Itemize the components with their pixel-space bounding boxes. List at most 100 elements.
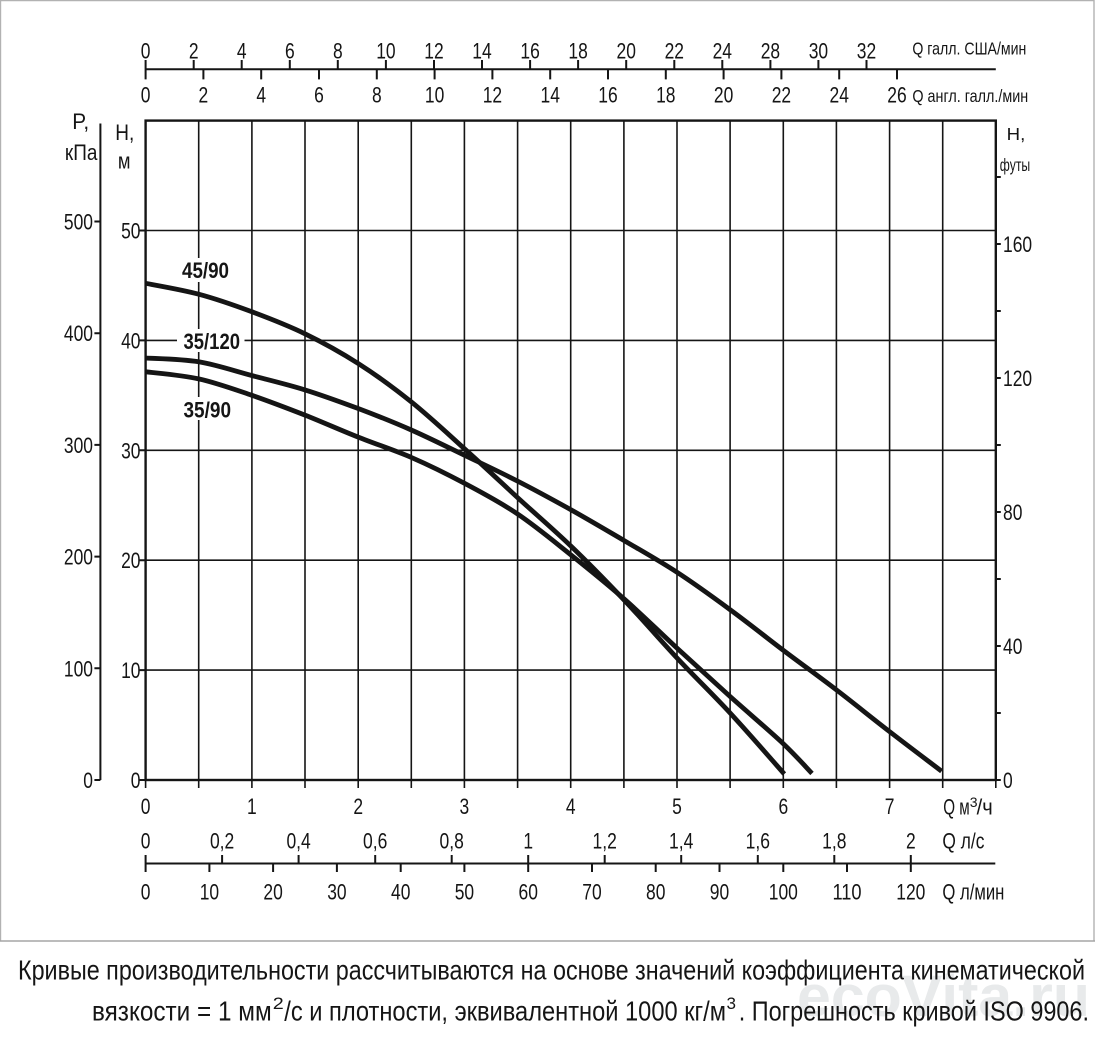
svg-text:400: 400 (64, 321, 93, 346)
svg-text:30: 30 (121, 438, 140, 463)
svg-text:/ч: /ч (977, 795, 993, 820)
svg-text:3: 3 (970, 794, 978, 810)
svg-text:2: 2 (199, 82, 209, 107)
svg-text:60: 60 (519, 880, 538, 905)
svg-text:0: 0 (141, 82, 151, 107)
svg-text:28: 28 (761, 39, 780, 64)
svg-text:14: 14 (472, 39, 491, 64)
svg-text:30: 30 (327, 880, 346, 905)
svg-text:3: 3 (727, 994, 737, 1013)
svg-text:10: 10 (121, 658, 140, 683)
svg-text:300: 300 (64, 433, 93, 458)
svg-text:0: 0 (131, 768, 141, 793)
svg-text:футы: футы (1000, 155, 1030, 175)
svg-text:35/90: 35/90 (184, 398, 232, 423)
svg-text:8: 8 (333, 39, 343, 64)
svg-text:26: 26 (887, 82, 906, 107)
svg-text:4: 4 (566, 794, 576, 819)
svg-text:0: 0 (141, 880, 151, 905)
svg-text:0: 0 (141, 829, 151, 854)
svg-text:200: 200 (64, 545, 93, 570)
svg-text:0,2: 0,2 (210, 829, 234, 854)
svg-text:24: 24 (830, 82, 849, 107)
svg-text:4: 4 (256, 82, 266, 107)
svg-text:8: 8 (372, 82, 382, 107)
svg-text:Q л/мин: Q л/мин (942, 880, 1004, 905)
svg-text:50: 50 (121, 219, 140, 244)
svg-text:0: 0 (1003, 768, 1013, 793)
svg-text:18: 18 (656, 82, 675, 107)
svg-text:100: 100 (769, 880, 798, 905)
svg-text:50: 50 (455, 880, 474, 905)
svg-text:Q л/с: Q л/с (942, 829, 984, 854)
svg-text:12: 12 (424, 39, 443, 64)
svg-text:Кривые производительности расс: Кривые производительности рассчитываются… (18, 955, 1085, 986)
svg-text:120: 120 (1003, 366, 1032, 391)
svg-text:2: 2 (353, 794, 363, 819)
svg-text:45/90: 45/90 (182, 258, 229, 283)
svg-text:6: 6 (778, 794, 788, 819)
svg-text:1,6: 1,6 (746, 829, 770, 854)
svg-text:6: 6 (314, 82, 324, 107)
svg-text:110: 110 (832, 880, 861, 905)
svg-text:10: 10 (200, 880, 219, 905)
svg-text:24: 24 (713, 39, 732, 64)
svg-text:80: 80 (646, 880, 665, 905)
svg-text:4: 4 (237, 39, 247, 64)
svg-text:70: 70 (582, 880, 601, 905)
svg-text:м: м (118, 149, 131, 174)
svg-text:10: 10 (376, 39, 395, 64)
svg-text:16: 16 (598, 82, 617, 107)
svg-text:1,4: 1,4 (669, 829, 693, 854)
svg-text:80: 80 (1003, 500, 1022, 525)
svg-text:0: 0 (141, 39, 151, 64)
svg-text:Q англ. галл./мин: Q англ. галл./мин (912, 86, 1028, 106)
svg-text:6: 6 (285, 39, 295, 64)
svg-text:0: 0 (141, 794, 151, 819)
svg-text:100: 100 (64, 656, 93, 681)
svg-text:120: 120 (896, 880, 925, 905)
svg-text:P,: P, (72, 109, 89, 134)
svg-text:1: 1 (523, 829, 533, 854)
svg-text:500: 500 (64, 210, 93, 235)
svg-text:2: 2 (273, 994, 284, 1013)
svg-text:20: 20 (617, 39, 636, 64)
svg-text:20: 20 (263, 880, 282, 905)
svg-text:ecoVita.ru: ecoVita.ru (797, 964, 1090, 1029)
svg-text:2: 2 (189, 39, 199, 64)
svg-text:32: 32 (857, 39, 876, 64)
svg-text:. Погрешность кривой ISO 9906.: . Погрешность кривой ISO 9906. (739, 995, 1089, 1026)
svg-text:18: 18 (568, 39, 587, 64)
svg-text:40: 40 (391, 880, 410, 905)
svg-text:0,6: 0,6 (363, 829, 387, 854)
svg-text:1,2: 1,2 (593, 829, 617, 854)
svg-text:40: 40 (121, 328, 140, 353)
svg-text:0: 0 (83, 768, 93, 793)
svg-text:35/120: 35/120 (184, 329, 241, 354)
svg-text:20: 20 (714, 82, 733, 107)
svg-text:40: 40 (1003, 634, 1022, 659)
svg-text:22: 22 (772, 82, 791, 107)
svg-text:Q галл. США/мин: Q галл. США/мин (912, 38, 1026, 58)
svg-text:0,8: 0,8 (440, 829, 464, 854)
svg-text:3: 3 (460, 794, 470, 819)
svg-text:90: 90 (710, 880, 729, 905)
svg-text:H,: H, (115, 120, 134, 145)
svg-text:H,: H, (1007, 124, 1026, 144)
svg-text:0,4: 0,4 (286, 829, 310, 854)
svg-text:20: 20 (121, 548, 140, 573)
svg-text:7: 7 (885, 794, 895, 819)
svg-text:12: 12 (483, 82, 502, 107)
svg-text:14: 14 (541, 82, 560, 107)
svg-text:5: 5 (672, 794, 682, 819)
svg-text:10: 10 (425, 82, 444, 107)
svg-text:вязкости = 1 мм: вязкости = 1 мм (92, 995, 272, 1026)
svg-text:1,8: 1,8 (822, 829, 846, 854)
svg-text:30: 30 (809, 39, 828, 64)
svg-text:16: 16 (520, 39, 539, 64)
svg-text:Q м: Q м (943, 795, 970, 820)
svg-text:/с и плотности, эквивалентной: /с и плотности, эквивалентной 1000 кг/м (284, 995, 726, 1026)
svg-text:160: 160 (1003, 232, 1032, 257)
svg-text:22: 22 (665, 39, 684, 64)
svg-text:кПа: кПа (65, 140, 98, 165)
